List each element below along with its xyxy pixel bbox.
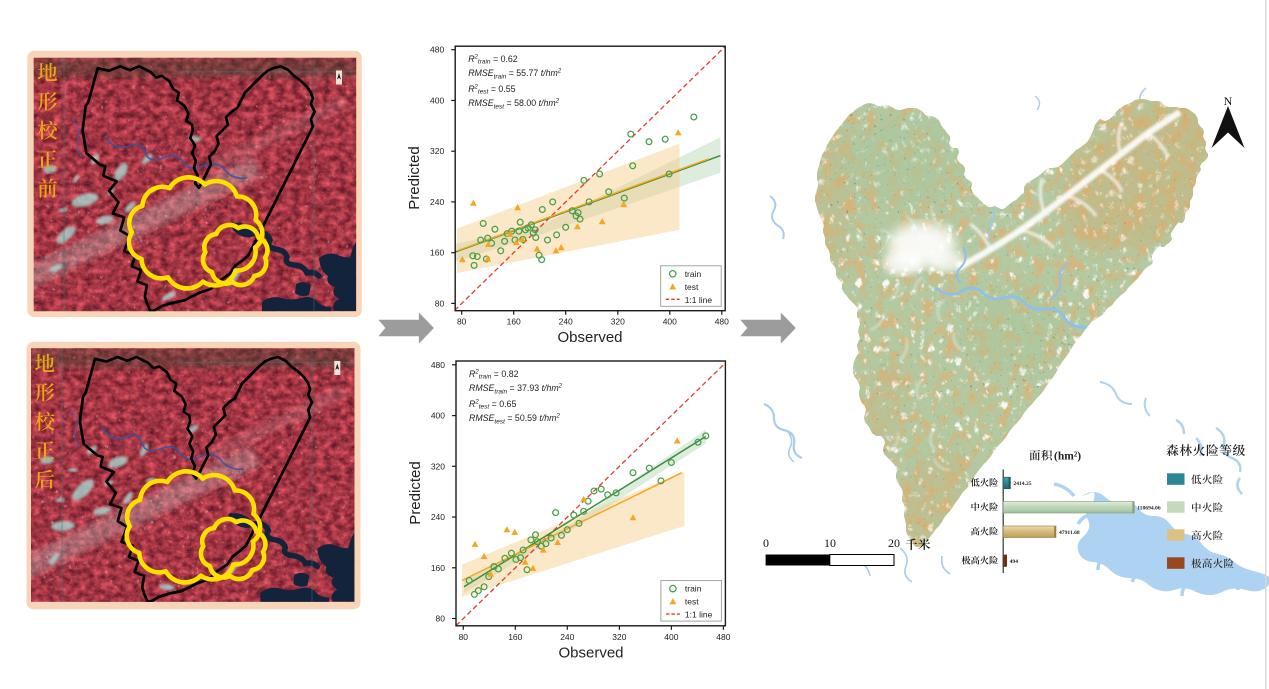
svg-text:320: 320 [611, 317, 625, 327]
svg-text:160: 160 [507, 317, 521, 327]
svg-text:RMSEtest = 50.59 t/hm2: RMSEtest = 50.59 t/hm2 [469, 413, 561, 426]
svg-text:480: 480 [715, 317, 729, 327]
svg-text:80: 80 [436, 614, 446, 624]
svg-text:RMSEtest = 58.00 t/hm2: RMSEtest = 58.00 t/hm2 [468, 98, 560, 111]
svg-text:train: train [685, 269, 702, 279]
svg-text:240: 240 [559, 317, 573, 327]
svg-text:240: 240 [430, 197, 444, 207]
svg-text:240: 240 [431, 512, 445, 522]
svg-text:test: test [685, 282, 699, 292]
svg-text:Predicted: Predicted [406, 146, 423, 209]
svg-text:2414.25: 2414.25 [1013, 481, 1031, 487]
svg-text:RMSEtrain = 37.93 t/hm2: RMSEtrain = 37.93 t/hm2 [469, 383, 563, 396]
svg-text:(hm²): (hm²) [1054, 451, 1081, 463]
svg-text:N: N [1224, 94, 1233, 108]
svg-text:480: 480 [716, 632, 730, 642]
svg-text:400: 400 [431, 411, 445, 421]
svg-text:160: 160 [431, 563, 445, 573]
svg-text:test: test [685, 597, 699, 607]
svg-text:480: 480 [430, 45, 444, 55]
svg-text:R2train = 0.62: R2train = 0.62 [468, 54, 518, 65]
svg-text:0: 0 [763, 536, 769, 550]
svg-text:160: 160 [508, 632, 522, 642]
svg-text:47911.68: 47911.68 [1059, 530, 1080, 536]
svg-text:320: 320 [612, 632, 626, 642]
svg-text:R2train = 0.82: R2train = 0.82 [469, 369, 519, 381]
svg-text:160: 160 [430, 248, 444, 258]
svg-text:train: train [685, 584, 702, 594]
svg-text:320: 320 [431, 461, 445, 471]
svg-text:118694.06: 118694.06 [1137, 506, 1161, 512]
svg-text:20: 20 [888, 536, 900, 550]
svg-text:80: 80 [457, 317, 467, 327]
svg-text:480: 480 [431, 360, 445, 370]
svg-text:R2test = 0.65: R2test = 0.65 [469, 399, 516, 411]
svg-text:80: 80 [459, 632, 469, 642]
svg-text:1:1 line: 1:1 line [685, 295, 713, 305]
svg-text:R2test = 0.55: R2test = 0.55 [468, 84, 515, 96]
svg-text:400: 400 [663, 317, 677, 327]
svg-text:320: 320 [430, 146, 444, 156]
svg-text:400: 400 [430, 96, 444, 106]
svg-text:400: 400 [664, 632, 678, 642]
svg-text:Observed: Observed [558, 644, 623, 661]
svg-text:10: 10 [824, 536, 836, 550]
svg-text:1:1 line: 1:1 line [685, 610, 713, 620]
svg-text:Observed: Observed [557, 329, 622, 346]
svg-text:80: 80 [435, 298, 445, 308]
svg-text:RMSEtrain = 55.77 t/hm2: RMSEtrain = 55.77 t/hm2 [468, 68, 562, 81]
svg-text:Predicted: Predicted [407, 461, 424, 524]
svg-text:240: 240 [560, 632, 574, 642]
svg-text:494: 494 [1010, 559, 1019, 565]
